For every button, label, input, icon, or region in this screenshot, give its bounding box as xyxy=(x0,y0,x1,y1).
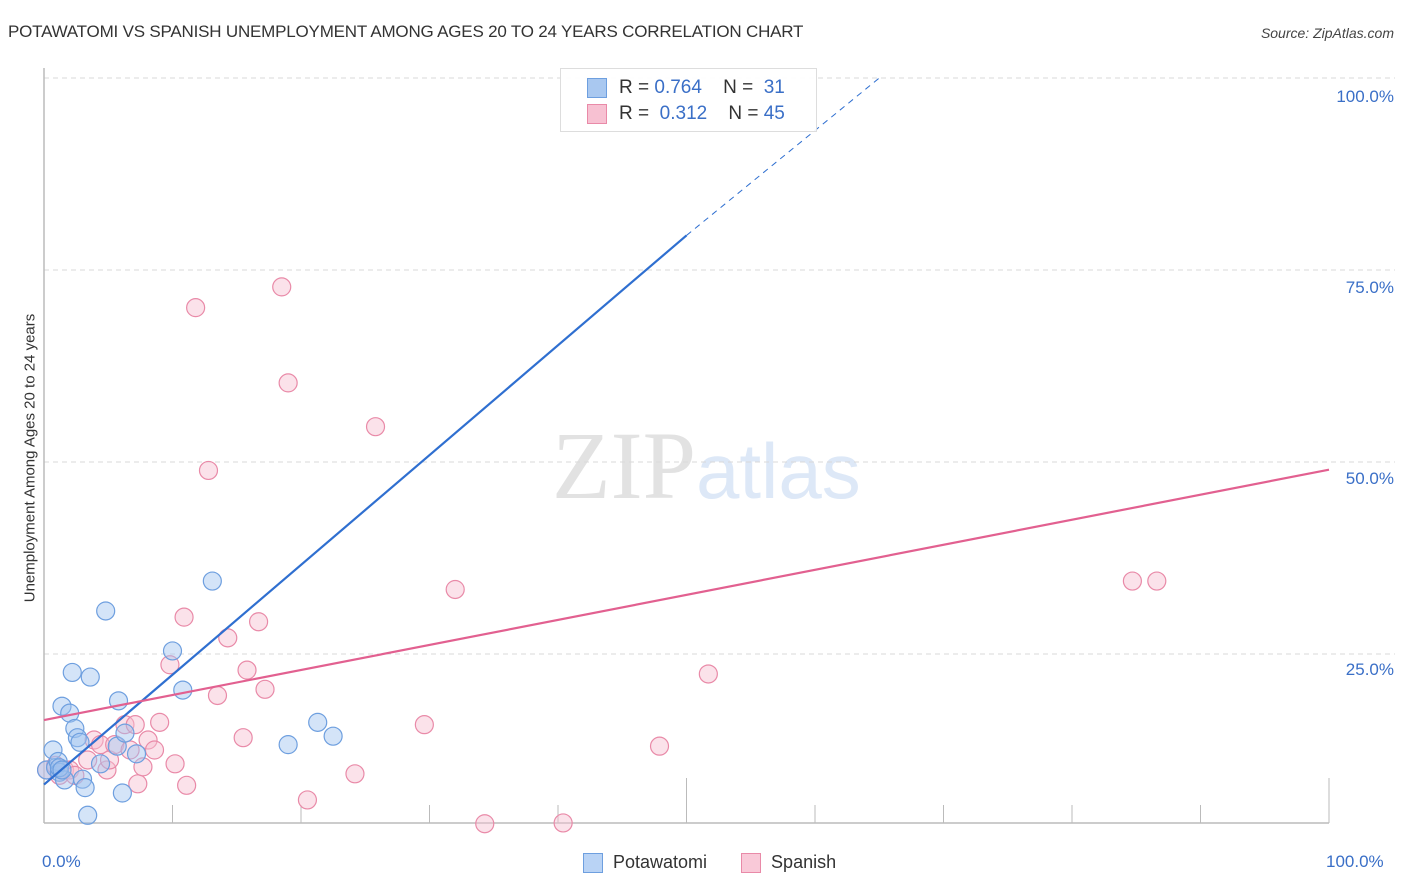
spanish-points xyxy=(36,277,1167,834)
watermark-atlas: atlas xyxy=(696,427,861,515)
spanish-point xyxy=(177,775,197,795)
gridlines xyxy=(44,77,1395,655)
spanish-point xyxy=(698,664,718,684)
n-value: 45 xyxy=(763,103,785,124)
potawatomi-point xyxy=(162,641,183,661)
spanish-point xyxy=(207,685,228,706)
potawatomi-point xyxy=(308,712,328,732)
potawatomi-point xyxy=(278,735,298,755)
spanish-swatch xyxy=(587,104,607,124)
r-value: 0.312 xyxy=(659,103,708,124)
spanish-point xyxy=(174,607,194,627)
spanish-point xyxy=(186,298,206,318)
spanish-point xyxy=(78,750,98,770)
spanish-point xyxy=(445,579,465,600)
spanish-point xyxy=(248,612,269,632)
n-label: N = xyxy=(723,77,754,98)
spanish-point xyxy=(649,736,670,756)
spanish-swatch xyxy=(741,852,762,873)
n-label: N = xyxy=(728,103,759,124)
potawatomi-swatch xyxy=(587,78,607,98)
potawatomi-swatch xyxy=(583,852,603,873)
trend-lines xyxy=(43,77,1330,786)
potawatomi-point xyxy=(96,601,116,621)
legend-row-potawatomi: R = 0.764 N = 31 xyxy=(587,76,785,100)
legend-item-spanish[interactable]: Spanish xyxy=(741,852,836,873)
potawatomi-point xyxy=(52,696,72,716)
spanish-point xyxy=(475,814,495,834)
spanish-point xyxy=(297,790,318,810)
spanish-point xyxy=(165,754,185,774)
potawatomi-point xyxy=(90,754,111,774)
spanish-point xyxy=(345,764,365,784)
series-legend: Potawatomi Spanish xyxy=(583,852,870,873)
watermark: ZIPatlas xyxy=(552,410,861,521)
n-value: 31 xyxy=(763,77,785,98)
spanish-point xyxy=(144,740,165,760)
y-tick-75: 75.0% xyxy=(1345,278,1394,297)
spanish-point xyxy=(237,660,257,680)
spanish-point xyxy=(414,715,434,735)
legend-item-potawatomi[interactable]: Potawatomi xyxy=(583,852,707,873)
potawatomi-point xyxy=(115,723,135,743)
legend-row-spanish: R = 0.312 N = 45 xyxy=(587,102,785,126)
chart-title: POTAWATOMI VS SPANISH UNEMPLOYMENT AMONG… xyxy=(8,22,804,41)
spanish-point xyxy=(553,813,573,833)
potawatomi-point xyxy=(323,726,343,746)
potawatomi-point xyxy=(62,662,82,683)
spanish-point xyxy=(278,373,298,393)
watermark-zip: ZIP xyxy=(552,412,696,519)
potawatomi-point xyxy=(202,571,222,591)
spanish-point xyxy=(150,712,170,732)
spanish-point xyxy=(138,730,158,750)
potawatomi-point xyxy=(112,783,132,803)
spanish-point xyxy=(1122,571,1142,591)
x-tick-100: 100.0% xyxy=(1326,852,1384,871)
potawatomi-point xyxy=(70,732,90,752)
potawatomi-point xyxy=(78,805,98,825)
potawatomi-trend-line xyxy=(43,234,688,786)
source-label: Source: ZipAtlas.com xyxy=(1260,25,1394,41)
spanish-trend-line xyxy=(43,468,1330,722)
legend-label: Potawatomi xyxy=(613,852,708,872)
y-tick-50: 50.0% xyxy=(1345,469,1394,488)
spanish-point xyxy=(272,277,292,297)
r-value: 0.764 xyxy=(654,77,702,98)
correlation-legend: R = 0.764 N = 31 R = 0.312 N = 45 xyxy=(560,68,817,132)
potawatomi-trend-extension xyxy=(686,77,880,236)
spanish-point xyxy=(365,417,386,437)
potawatomi-point xyxy=(75,778,95,798)
y-axis-label: Unemployment Among Ages 20 to 24 years xyxy=(21,313,39,603)
x-tick-0: 0.0% xyxy=(42,852,81,871)
potawatomi-point xyxy=(80,667,100,687)
potawatomi-point xyxy=(49,758,70,778)
spanish-point xyxy=(255,679,275,699)
potawatomi-point xyxy=(173,680,193,700)
potawatomi-point xyxy=(126,744,147,764)
y-tick-100: 100.0% xyxy=(1336,87,1394,106)
spanish-point xyxy=(198,460,219,481)
y-tick-25: 25.0% xyxy=(1345,660,1394,679)
r-label: R = xyxy=(619,103,650,124)
r-label: R = xyxy=(619,77,650,98)
spanish-point xyxy=(1147,571,1167,591)
spanish-point xyxy=(233,728,253,748)
axes xyxy=(43,68,1330,824)
legend-label: Spanish xyxy=(771,852,837,872)
